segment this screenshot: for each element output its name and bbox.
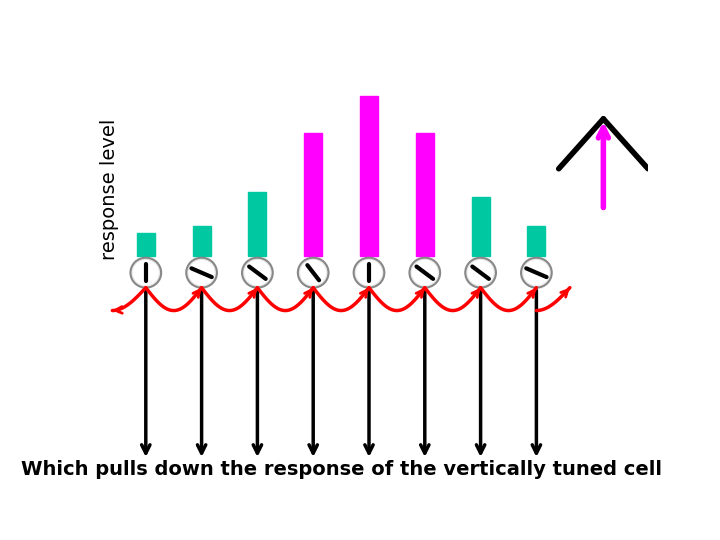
Ellipse shape bbox=[465, 258, 496, 288]
Ellipse shape bbox=[186, 258, 217, 288]
Bar bbox=[528, 226, 545, 256]
Ellipse shape bbox=[298, 258, 328, 288]
Ellipse shape bbox=[300, 260, 326, 286]
Bar bbox=[193, 226, 210, 256]
Ellipse shape bbox=[354, 258, 384, 288]
Text: Which pulls down the response of the vertically tuned cell: Which pulls down the response of the ver… bbox=[21, 460, 662, 478]
Ellipse shape bbox=[467, 260, 494, 286]
Ellipse shape bbox=[189, 260, 215, 286]
Ellipse shape bbox=[132, 260, 159, 286]
Ellipse shape bbox=[242, 258, 273, 288]
Ellipse shape bbox=[412, 260, 438, 286]
Bar bbox=[416, 133, 433, 256]
Ellipse shape bbox=[521, 258, 552, 288]
Bar bbox=[472, 197, 490, 256]
Text: response level: response level bbox=[100, 119, 119, 260]
Bar bbox=[248, 192, 266, 256]
Ellipse shape bbox=[244, 260, 271, 286]
Ellipse shape bbox=[410, 258, 440, 288]
Ellipse shape bbox=[356, 260, 382, 286]
Bar bbox=[360, 96, 378, 256]
Bar bbox=[137, 233, 155, 256]
Ellipse shape bbox=[523, 260, 549, 286]
Bar bbox=[305, 133, 322, 256]
Ellipse shape bbox=[130, 258, 161, 288]
